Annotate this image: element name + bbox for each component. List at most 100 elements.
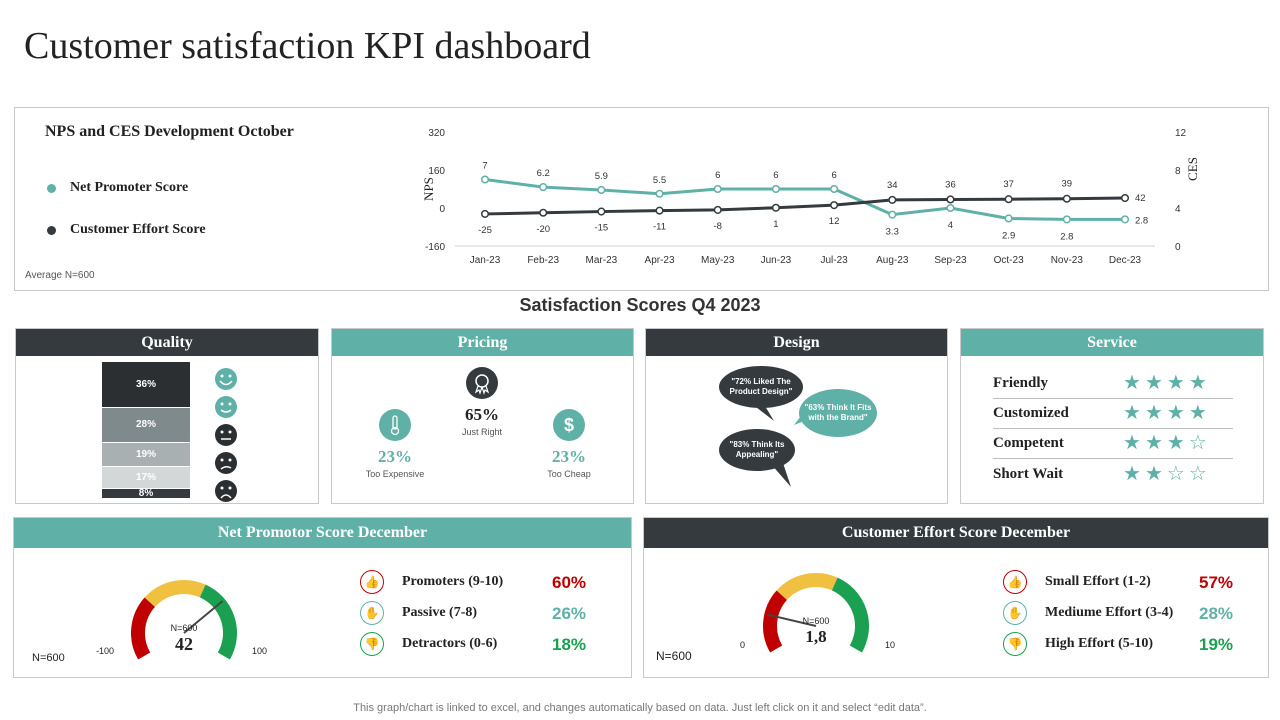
data-point xyxy=(1062,215,1071,224)
service-label: Competent xyxy=(993,435,1064,451)
unhappy-face-icon xyxy=(215,452,237,474)
service-row-short-wait: Short Wait ★ ★ ☆ ☆ xyxy=(993,459,1233,489)
data-point xyxy=(830,184,839,194)
data-point xyxy=(1120,215,1130,224)
star-filled-icon: ★ xyxy=(1166,432,1185,454)
ces-row-high: 👎 High Effort (5-10) xyxy=(1003,632,1153,656)
x-tick-label: Nov-23 xyxy=(1051,255,1084,266)
thermometer-icon xyxy=(379,409,411,441)
ces-max: 10 xyxy=(885,640,896,650)
kpi-label: Small Effort (1-2) xyxy=(1045,574,1151,589)
very-happy-face-icon xyxy=(215,368,237,390)
star-empty-icon: ☆ xyxy=(1188,432,1207,454)
section-title: Satisfaction Scores Q4 2023 xyxy=(519,295,761,315)
data-label: 1 xyxy=(773,219,778,230)
face-eye xyxy=(220,374,224,378)
thumbs-down-icon: 👎 xyxy=(360,632,384,656)
nps-gauge-n: N=600 xyxy=(170,623,198,633)
face-mouth xyxy=(220,494,232,499)
data-label: 39 xyxy=(1062,179,1073,190)
face-eye xyxy=(228,486,232,490)
data-point xyxy=(888,210,897,219)
ces-legend-dot xyxy=(47,225,56,235)
legend-ces-label: Customer Effort Score xyxy=(70,222,206,237)
face-eye xyxy=(228,374,232,378)
pricing-card: Pricing 65% Just Right 23% Too Expensive… xyxy=(331,328,634,504)
quality-segment: 17% xyxy=(102,467,190,489)
thumbs-up-icon: 👍 xyxy=(1003,570,1027,594)
thumbs-down-icon: 👎 xyxy=(1003,632,1027,656)
star-filled-icon: ★ xyxy=(1144,432,1163,454)
data-label: 37 xyxy=(1003,179,1014,190)
data-label: 2.8 xyxy=(1060,231,1073,242)
svg-text:$: $ xyxy=(564,415,574,435)
data-label: 6 xyxy=(715,170,720,181)
design-card: Design "72% Liked The Product Design" "6… xyxy=(645,328,948,504)
x-tick-label: Jun-23 xyxy=(761,255,792,266)
quality-segment: 28% xyxy=(102,407,190,444)
series-line xyxy=(484,196,1126,216)
too-expensive-label: Too Expensive xyxy=(365,469,425,479)
star-filled-icon: ★ xyxy=(1166,372,1185,394)
face-circle xyxy=(215,368,237,390)
data-label: 6 xyxy=(773,170,778,181)
hand-icon: ✋ xyxy=(360,601,384,625)
thumbs-up-icon: 👍 xyxy=(360,570,384,594)
page-title: Customer satisfaction KPI dashboard xyxy=(24,25,591,67)
ces-value: 1,8 xyxy=(805,627,827,646)
too-expensive-value: 23% xyxy=(378,447,412,466)
kpi-label: Mediume Effort (3-4) xyxy=(1045,605,1174,620)
too-cheap-group: $ 23% Too Cheap xyxy=(519,409,619,479)
gauge-needle xyxy=(767,613,817,627)
data-point xyxy=(888,195,897,204)
nps-max: 100 xyxy=(252,646,268,656)
nps-december-card: Net Promotor Score December N=600 42 -10… xyxy=(13,517,632,678)
x-tick-label: Apr-23 xyxy=(645,255,675,266)
legend-ces: Customer Effort Score xyxy=(47,222,206,238)
legend-nps-label: Net Promoter Score xyxy=(70,180,189,195)
x-tick-label: Dec-23 xyxy=(1109,255,1142,266)
average-note: Average N=600 xyxy=(25,270,95,281)
data-label: 5.5 xyxy=(653,175,666,186)
data-label: -25 xyxy=(478,225,492,236)
y-tick-label: 320 xyxy=(428,128,445,139)
design-bubble-3: "83% Think Its Appealing" xyxy=(719,429,795,471)
trend-heading: NPS and CES Development October xyxy=(45,123,294,140)
nps-row-promoters: 👍 Promoters (9-10) xyxy=(360,570,503,594)
data-point xyxy=(539,208,548,217)
x-tick-label: Oct-23 xyxy=(994,255,1024,266)
x-tick-label: Sep-23 xyxy=(934,255,967,266)
ces-row-medium: ✋ Mediume Effort (3-4) xyxy=(1003,601,1173,625)
data-label: -11 xyxy=(653,222,666,233)
gauge-red-arc xyxy=(763,590,788,653)
y2-tick-label: 4 xyxy=(1175,204,1181,215)
kpi-label: Passive (7-8) xyxy=(402,605,478,620)
ces-gauge-n: N=600 xyxy=(802,616,830,626)
star-filled-icon: ★ xyxy=(1123,462,1141,485)
gauge-green-arc xyxy=(831,577,869,653)
star-filled-icon: ★ xyxy=(1144,462,1163,485)
speech-bubble-tails xyxy=(756,401,814,487)
trend-panel: NPS and CES Development October Net Prom… xyxy=(14,107,1269,291)
data-label: 42 xyxy=(1135,193,1146,204)
face-eye xyxy=(228,458,232,462)
star-filled-icon: ★ xyxy=(1144,402,1163,424)
gauge-needle xyxy=(183,600,224,634)
footer-note: This graph/chart is linked to excel, and… xyxy=(353,702,927,714)
data-label: 5.9 xyxy=(595,171,608,182)
y-tick-label: -160 xyxy=(425,242,445,253)
nps-promoters-value: 60% xyxy=(552,573,587,592)
data-label: -15 xyxy=(594,223,608,234)
star-filled-icon: ★ xyxy=(1188,402,1207,424)
service-row-friendly: Friendly ★ ★ ★ ★ xyxy=(993,369,1233,399)
data-label: 6.2 xyxy=(537,168,550,179)
x-tick-label: Mar-23 xyxy=(586,255,618,266)
quality-segment: 19% xyxy=(102,443,190,468)
face-eye xyxy=(220,458,224,462)
ces-gauge xyxy=(763,573,869,653)
nps-min: -100 xyxy=(96,646,115,656)
y2-tick-label: 12 xyxy=(1175,128,1187,139)
design-header: Design xyxy=(646,329,947,356)
data-label: -20 xyxy=(536,224,550,235)
face-circle xyxy=(215,480,237,502)
